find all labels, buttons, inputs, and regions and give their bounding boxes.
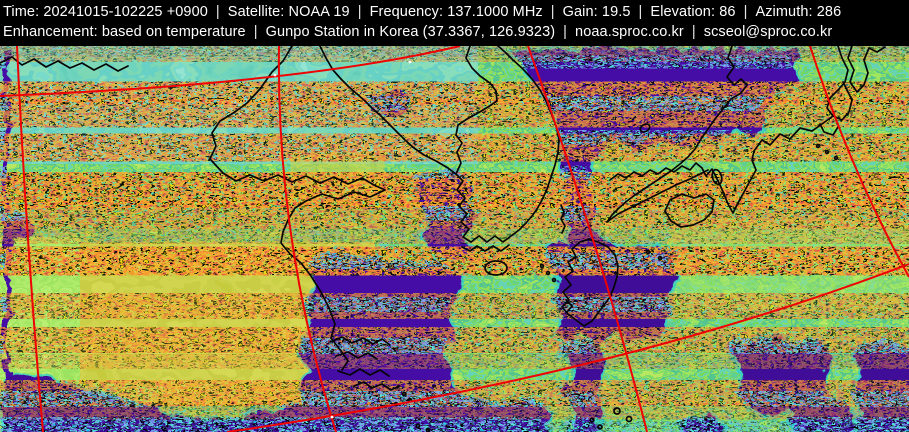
coastal-waters-teal: [0, 46, 455, 158]
coast-islet: [545, 270, 551, 276]
header-gain: Gain: 19.5: [562, 4, 631, 20]
coast-islet: [539, 263, 545, 269]
header-line-1: Time: 20241015-102225 +0900 | Satellite: N…: [0, 0, 909, 22]
coast-islet: [415, 423, 421, 429]
coast-islet: [401, 391, 407, 397]
header-satellite: Satellite: NOAA 19: [227, 4, 350, 20]
coast-islet: [657, 255, 663, 261]
coast-yangtze: [329, 336, 391, 346]
coast-tsushima: [560, 204, 566, 234]
header-bar: Time: 20241015-102225 +0900 | Satellite: N…: [0, 0, 909, 46]
coast-yangtze: [335, 351, 378, 360]
header-website: noaa.sproc.co.kr: [575, 24, 684, 40]
header-frequency: Frequency: 137.1000 MHz: [369, 4, 543, 20]
coast-korea-bay: [319, 46, 457, 175]
header-line-2: Enhancement: based on temperature | Gunpo …: [0, 22, 909, 42]
coast-seto-north: [606, 169, 709, 223]
coast-bohai-shandong: [209, 46, 386, 371]
separator: |: [743, 4, 748, 20]
coast-islet: [833, 155, 839, 161]
coast-korea-south: [470, 208, 538, 243]
coast-yangtze: [353, 381, 400, 391]
coast-islet: [613, 407, 621, 415]
header-elevation: Elevation: 86: [650, 4, 736, 20]
coast-izu: [819, 123, 839, 136]
graticule-longitude-line: [16, 46, 44, 432]
coast-kyushu: [561, 238, 619, 327]
coast-islet: [589, 417, 595, 423]
header-azimuth: Azimuth: 286: [755, 4, 842, 20]
coast-islet: [815, 143, 821, 149]
graticule-latitude-line: [0, 46, 461, 97]
satellite-image: [data-name="noise-band-cyan-layer"] rect…: [0, 46, 909, 432]
coast-awaji-island: [711, 168, 723, 186]
separator: |: [638, 4, 643, 20]
coast-islet: [597, 424, 603, 430]
separator: |: [691, 24, 696, 40]
graticule-intersection-dots: [273, 60, 412, 419]
coast-liaoning: [0, 56, 129, 72]
separator: |: [550, 4, 555, 20]
separator: |: [357, 4, 362, 20]
graticule-overlay: [0, 46, 909, 432]
coast-yangtze: [337, 368, 390, 377]
graticule-longitude-line: [527, 46, 648, 432]
coast-amakusa: [565, 299, 573, 313]
coast-honshu-south: [609, 115, 834, 214]
header-enhancement: Enhancement: based on temperature: [3, 24, 246, 40]
noise-band-cyan-global: [0, 46, 909, 432]
header-email: scseol@sproc.co.kr: [703, 24, 833, 40]
coast-boso: [847, 46, 886, 93]
graticule-longitude-line: [809, 46, 909, 278]
coast-honshu-west: [606, 46, 748, 223]
coast-shikoku: [664, 193, 715, 228]
coast-sado-island: [639, 123, 651, 133]
coastline-overlay: [0, 46, 886, 432]
coast-islet: [551, 277, 557, 283]
graticule-longitude-line: [277, 46, 337, 432]
coast-jeju-island: [484, 260, 508, 276]
header-station: Gunpo Station in Korea (37.3367, 126.932…: [265, 24, 556, 40]
coast-korea-west-north: [455, 46, 498, 175]
coast-korea-islands: [461, 244, 510, 252]
coast-islet: [625, 415, 633, 423]
header-time: Time: 20241015-102225 +0900: [3, 4, 208, 20]
separator: |: [253, 24, 258, 40]
graticule-latitude-line: [226, 263, 909, 432]
separator: |: [215, 4, 220, 20]
separator: |: [563, 24, 568, 40]
coast-islet: [824, 149, 830, 155]
coast-korea-west: [455, 173, 472, 243]
coast-islet: [645, 249, 651, 255]
coast-honshu-east: [826, 46, 853, 121]
